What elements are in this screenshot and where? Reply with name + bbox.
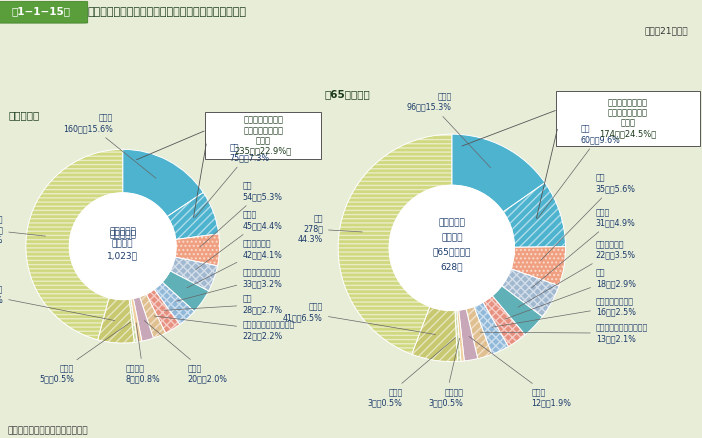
Text: 寝具類
160人、15.6%: 寝具類 160人、15.6% [63,114,156,178]
Wedge shape [131,298,142,342]
Text: 家具類
12人、1.9%: 家具類 12人、1.9% [469,336,571,407]
Text: （65歳以上）: （65歳以上） [432,247,471,257]
FancyBboxPatch shape [205,112,322,159]
Text: その他
62人、6.0%: その他 62人、6.0% [0,285,114,321]
Text: 家具類
20人、2.0%: 家具類 20人、2.0% [144,321,227,383]
Wedge shape [154,282,194,325]
Wedge shape [455,310,461,361]
Text: 1,023人: 1,023人 [107,252,138,261]
Text: ガソリン・灯油類
16人、2.5%: ガソリン・灯油類 16人、2.5% [492,297,636,327]
Text: 寝具類及び衣類に
着火した火災によ
る死者
174人（24.5%）: 寝具類及び衣類に 着火した火災によ る死者 174人（24.5%） [600,98,656,138]
Text: 内装・建具類
42人、4.1%: 内装・建具類 42人、4.1% [187,240,282,288]
Text: 天ぷら油
3人、0.5%: 天ぷら油 3人、0.5% [428,338,463,407]
Wedge shape [457,310,464,361]
Text: その他
41人、6.5%: その他 41人、6.5% [283,303,435,335]
Text: 寝具類
96人、15.3%: 寝具類 96人、15.3% [406,92,491,168]
Text: 紙類
28人、2.7%: 紙類 28人、2.7% [164,295,282,314]
Text: ガス類
3人、0.5%: ガス類 3人、0.5% [368,338,456,407]
Text: カーテン・じゅうたん類
13人、2.1%: カーテン・じゅうたん類 13人、2.1% [480,324,648,343]
Wedge shape [458,309,478,361]
Wedge shape [129,299,137,343]
Text: 住宅火災に: 住宅火災に [438,219,465,228]
Text: 繊維類
45人、4.4%: 繊維類 45人、4.4% [196,211,282,270]
Text: 紙類
18人、2.9%: 紙類 18人、2.9% [505,268,636,319]
Wedge shape [98,298,134,343]
Wedge shape [140,294,166,338]
Text: ガス類
5人、0.5%: ガス類 5人、0.5% [39,322,131,383]
Text: 不明
469人
45.9%: 不明 469人 45.9% [0,215,46,245]
Text: ［65歳以上］: ［65歳以上］ [325,88,371,99]
Text: 住宅火災に: 住宅火災に [110,230,136,240]
Wedge shape [502,269,559,317]
Wedge shape [492,286,543,335]
Text: 628人: 628人 [441,262,463,271]
Text: ガソリン・灯油類
33人、3.2%: ガソリン・灯油類 33人、3.2% [176,269,282,301]
Text: 天ぷら油
8人、0.8%: 天ぷら油 8人、0.8% [126,323,161,383]
Text: 住宅火災の着火物別死者数（放火自殺者等を除く。）: 住宅火災の着火物別死者数（放火自殺者等を除く。） [88,7,246,17]
Wedge shape [412,307,458,362]
Text: 住宅火災に: 住宅火災に [110,227,136,236]
Text: 寝具類及び衣類に
着火した火災によ
る死者
235人（22.9%）: 寝具類及び衣類に 着火した火災によ る死者 235人（22.9%） [234,116,292,155]
Text: 第1−1−15図: 第1−1−15図 [11,7,70,17]
Wedge shape [170,257,218,291]
Text: 不明
278人
44.3%: 不明 278人 44.3% [298,214,362,244]
Text: （平成21年中）: （平成21年中） [644,26,688,35]
Circle shape [389,185,515,311]
Wedge shape [503,183,566,247]
FancyBboxPatch shape [556,91,700,145]
Wedge shape [133,297,154,341]
Text: ［全年齢］: ［全年齢］ [8,110,39,120]
FancyBboxPatch shape [0,1,88,23]
Text: 居類
35人、5.6%: 居類 35人、5.6% [541,174,636,261]
Text: カーテン・じゅうたん類
22人、2.2%: カーテン・じゅうたん類 22人、2.2% [154,316,294,340]
Wedge shape [452,134,545,212]
Text: 繊維類
31人、4.9%: 繊維類 31人、4.9% [531,208,636,288]
Wedge shape [26,149,123,340]
Text: 内装・建具類
22人、3.5%: 内装・建具類 22人、3.5% [518,240,636,307]
Wedge shape [466,307,492,359]
Text: 衣類
60人、9.6%: 衣類 60人、9.6% [538,124,621,219]
Wedge shape [483,296,525,346]
Wedge shape [162,271,208,311]
Wedge shape [511,247,566,286]
Wedge shape [146,289,180,333]
Text: （備考）「火災報告」により作成: （備考）「火災報告」により作成 [7,427,88,436]
Wedge shape [123,149,204,217]
Text: 居類
54人、5.3%: 居類 54人、5.3% [200,182,282,247]
Wedge shape [167,192,219,240]
Circle shape [69,193,176,300]
Text: 衣類
75人、7.3%: 衣類 75人、7.3% [195,143,270,218]
Text: よる死者: よる死者 [112,240,133,248]
Wedge shape [175,234,220,266]
Wedge shape [338,134,452,354]
Wedge shape [474,302,508,354]
Text: よる死者: よる死者 [441,233,463,242]
